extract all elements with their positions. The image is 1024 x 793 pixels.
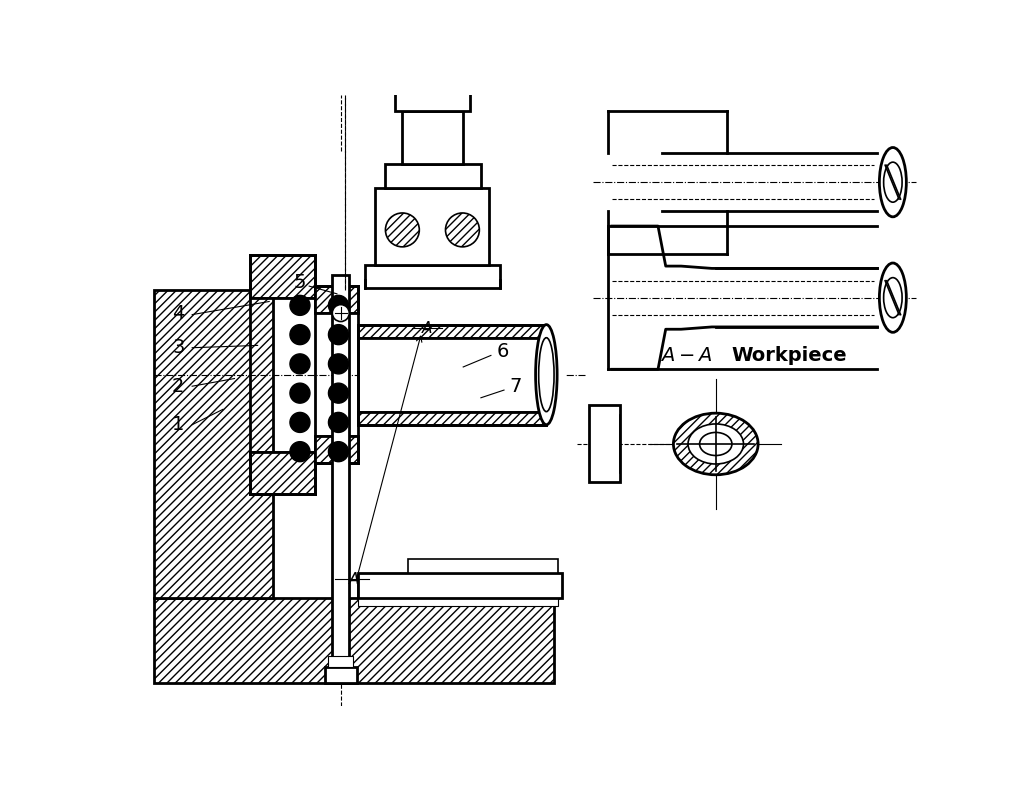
Circle shape xyxy=(290,324,310,345)
Bar xyxy=(376,188,489,265)
Bar xyxy=(333,274,349,683)
Bar xyxy=(357,596,558,606)
Text: 4: 4 xyxy=(172,304,184,323)
Circle shape xyxy=(290,383,310,403)
Ellipse shape xyxy=(688,424,743,464)
Text: $A$: $A$ xyxy=(421,320,433,336)
Text: $A-A$: $A-A$ xyxy=(660,346,713,365)
Ellipse shape xyxy=(884,162,902,202)
Text: $A$: $A$ xyxy=(348,571,360,587)
Ellipse shape xyxy=(880,147,906,216)
Text: 6: 6 xyxy=(497,342,509,361)
Ellipse shape xyxy=(880,263,906,332)
Circle shape xyxy=(329,354,348,374)
Polygon shape xyxy=(315,286,357,313)
Circle shape xyxy=(329,295,348,316)
Bar xyxy=(357,575,558,598)
Text: 1: 1 xyxy=(172,416,184,435)
Bar xyxy=(154,598,554,683)
Ellipse shape xyxy=(539,338,554,412)
Bar xyxy=(154,290,273,598)
Circle shape xyxy=(329,442,348,462)
Polygon shape xyxy=(250,255,315,297)
Text: Workpiece: Workpiece xyxy=(731,346,847,365)
Polygon shape xyxy=(250,452,315,494)
Circle shape xyxy=(333,305,349,321)
Text: 5: 5 xyxy=(294,273,306,292)
Circle shape xyxy=(445,213,479,247)
Circle shape xyxy=(290,295,310,316)
Circle shape xyxy=(290,354,310,374)
Ellipse shape xyxy=(699,432,732,455)
Ellipse shape xyxy=(536,324,557,425)
Polygon shape xyxy=(357,412,547,425)
Circle shape xyxy=(329,383,348,403)
Circle shape xyxy=(329,412,348,432)
Bar xyxy=(329,656,353,667)
Bar xyxy=(366,265,500,288)
Ellipse shape xyxy=(884,278,902,318)
Bar xyxy=(589,405,620,482)
Polygon shape xyxy=(315,436,357,463)
Text: 2: 2 xyxy=(172,377,184,396)
Bar xyxy=(401,110,463,164)
Text: 7: 7 xyxy=(509,377,522,396)
Bar xyxy=(357,367,565,598)
Bar xyxy=(325,667,357,683)
Bar xyxy=(385,164,481,188)
Bar xyxy=(408,559,558,573)
Circle shape xyxy=(290,412,310,432)
Circle shape xyxy=(385,213,419,247)
Circle shape xyxy=(329,324,348,345)
Circle shape xyxy=(290,442,310,462)
Text: 3: 3 xyxy=(172,339,184,357)
Ellipse shape xyxy=(674,413,758,475)
Polygon shape xyxy=(357,324,547,338)
Bar xyxy=(395,80,470,110)
Bar xyxy=(357,573,562,598)
